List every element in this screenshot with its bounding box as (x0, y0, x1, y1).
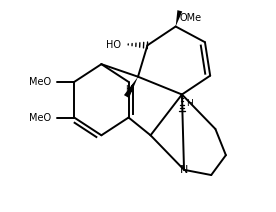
Polygon shape (124, 77, 138, 98)
Text: H: H (125, 85, 132, 94)
Polygon shape (176, 10, 182, 26)
Text: HO: HO (106, 40, 121, 50)
Text: N: N (180, 165, 188, 175)
Text: H: H (186, 99, 193, 108)
Text: MeO: MeO (29, 77, 51, 87)
Text: OMe: OMe (180, 13, 202, 23)
Text: MeO: MeO (29, 113, 51, 123)
